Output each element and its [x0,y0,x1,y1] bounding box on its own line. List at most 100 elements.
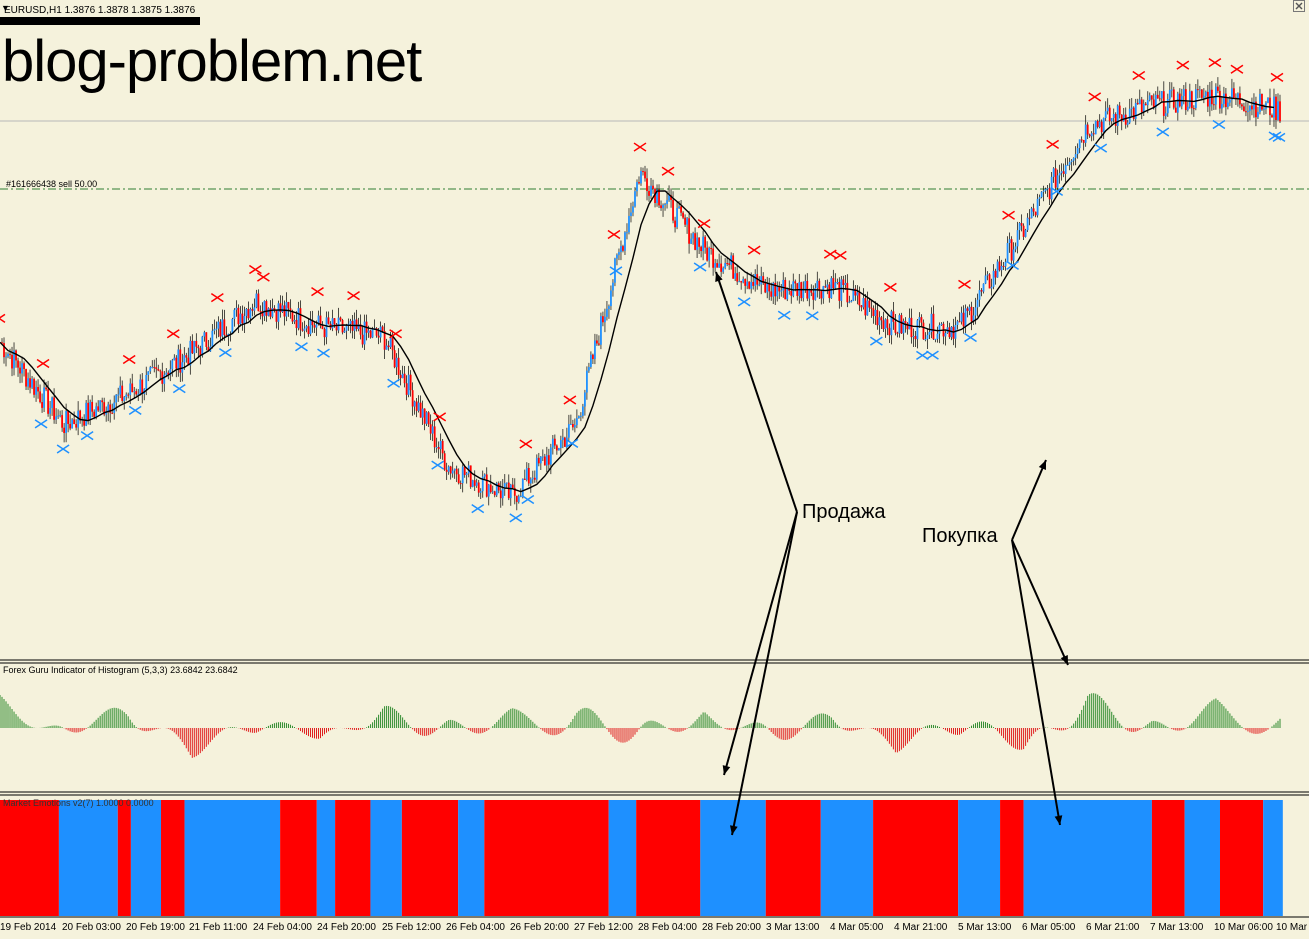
candle-body [1108,107,1111,122]
candle-body [1014,246,1017,250]
candle-body [563,437,566,447]
emotion-block [117,800,131,916]
candle-body [315,324,318,328]
candle-body [682,212,684,218]
annotation-arrow [731,511,798,836]
candle-body [449,466,452,474]
close-icon[interactable] [1293,0,1305,12]
candle-body [1261,93,1263,110]
candle-body [535,457,538,480]
candle-body [169,369,172,376]
candle-body [1202,95,1205,98]
candle-body [1056,175,1059,188]
candle-body [742,278,745,283]
candle-body [1096,120,1099,128]
candle-body [459,483,462,485]
candle-body [678,206,680,209]
candle-body [912,336,915,338]
candle-body [702,236,704,252]
candle-body [447,466,450,472]
buy-signal-arrow-icon [1272,132,1286,142]
annotation-arrowhead-icon [715,272,723,282]
sell-signal-arrow-icon [347,290,360,301]
candle-body [1249,105,1251,111]
candle-body [586,370,588,393]
candle-body [119,385,122,395]
candle-body [147,371,150,376]
candle-body [900,315,903,334]
candle-body [1214,86,1217,105]
buy-signal-arrow-icon [805,311,819,321]
candle-body [706,247,709,261]
candle-body [231,318,234,334]
candle-body [5,356,7,358]
candle-body [51,397,53,409]
candle-body [261,311,264,317]
candle-body [3,343,5,358]
candle-body [67,411,70,424]
time-axis-tick: 3 Mar 13:00 [766,922,820,933]
candle-body [283,305,286,317]
candle-body [758,284,761,286]
sell-signal-arrow-icon [823,249,837,259]
time-axis-tick: 24 Feb 04:00 [253,922,312,933]
candle-body [115,394,118,403]
candle-body [896,332,899,334]
candle-body [191,340,194,354]
chart-menu-arrow-icon[interactable]: ▼ [1,3,10,13]
emotion-block [1151,800,1185,916]
candle-body [908,317,911,330]
candle-body [820,291,823,299]
sell-signal-arrow-icon [1176,60,1190,70]
candle-body [79,410,82,421]
annotation-arrow [715,271,798,513]
candle-body [958,321,961,323]
annotation-arrowhead-icon [722,765,731,775]
candle-body [173,357,176,361]
candle-body [553,438,556,446]
candle-body [1052,168,1055,177]
candle-body [149,367,152,372]
candle-body [355,319,358,330]
candle-body [1138,99,1141,105]
candle-body [7,353,9,357]
candle-body [914,336,917,340]
candle-body [764,283,767,293]
candle-body [163,374,166,384]
candle-body [898,315,901,334]
candle-body [379,326,382,338]
candle-body [1152,99,1155,108]
candle-body [644,171,646,179]
candle-body [628,215,630,233]
candle-body [223,319,226,335]
candle-body [35,386,37,395]
candle-body [948,327,951,338]
candle-body [716,263,719,268]
candle-body [1102,117,1105,133]
candle-body [145,375,148,390]
candle-body [497,483,500,491]
candle-body [1018,223,1021,231]
candle-body [1026,217,1029,231]
candle-body [413,401,416,407]
buy-signal-arrow-icon [471,504,485,514]
candle-body [91,402,94,412]
candle-body [175,357,178,369]
candle-body [475,482,478,486]
candle-body [910,317,913,338]
candle-body [1174,107,1177,113]
candle-body [195,340,198,347]
histogram-indicator-label: Forex Guru Indicator of Histogram (5,3,3… [3,665,238,675]
candle-body [153,367,156,369]
candle-body [47,389,49,414]
candle-body [840,279,843,301]
buy-signal-arrow-icon [317,348,330,358]
candle-body [672,199,674,221]
candle-body [980,290,983,292]
candle-body [784,279,787,300]
candle-body [1184,89,1187,111]
candle-body [543,456,546,466]
candle-body [752,281,755,286]
